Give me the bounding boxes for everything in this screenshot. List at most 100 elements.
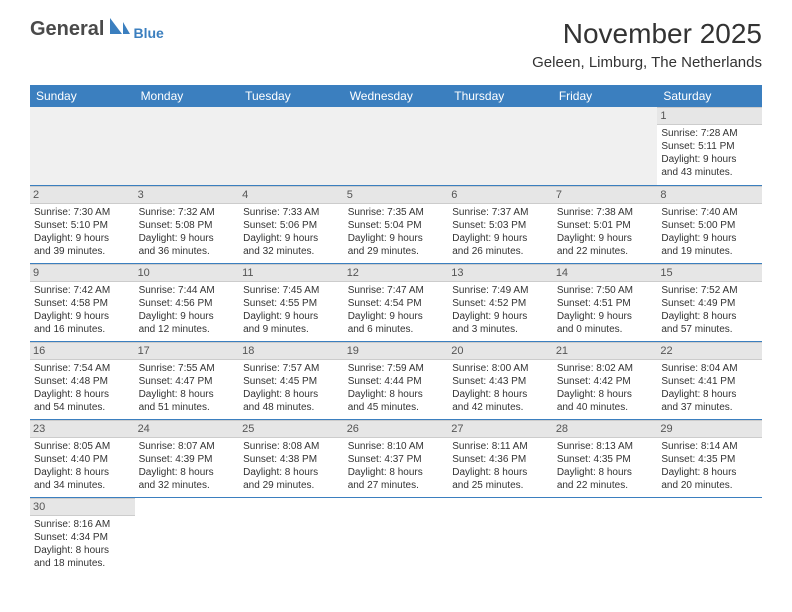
calendar-cell: 26Sunrise: 8:10 AMSunset: 4:37 PMDayligh… (344, 419, 449, 497)
calendar-cell: 9Sunrise: 7:42 AMSunset: 4:58 PMDaylight… (30, 263, 135, 341)
cell-text: Sunset: 4:36 PM (452, 453, 549, 466)
cell-text: Sunset: 4:45 PM (243, 375, 340, 388)
cell-text: and 6 minutes. (348, 323, 445, 336)
calendar-cell: 14Sunrise: 7:50 AMSunset: 4:51 PMDayligh… (553, 263, 658, 341)
cell-text: Daylight: 9 hours (348, 232, 445, 245)
cell-text: Daylight: 9 hours (661, 153, 758, 166)
cell-text: Daylight: 9 hours (139, 232, 236, 245)
calendar-cell: 4Sunrise: 7:33 AMSunset: 5:06 PMDaylight… (239, 185, 344, 263)
cell-text: Sunset: 4:56 PM (139, 297, 236, 310)
cell-text: Sunrise: 8:02 AM (557, 362, 654, 375)
cell-text: and 54 minutes. (34, 401, 131, 414)
logo: General Blue (30, 18, 164, 41)
cell-text: Sunrise: 8:11 AM (452, 440, 549, 453)
calendar-cell (344, 107, 449, 185)
calendar-cell (135, 497, 240, 575)
cell-text: Daylight: 8 hours (243, 466, 340, 479)
day-number: 21 (553, 342, 658, 360)
cell-text: Sunrise: 7:52 AM (661, 284, 758, 297)
cell-text: Sunset: 5:04 PM (348, 219, 445, 232)
weekday-header: Sunday (30, 85, 135, 107)
cell-text: and 43 minutes. (661, 166, 758, 179)
cell-text: and 32 minutes. (243, 245, 340, 258)
cell-text: Sunset: 5:10 PM (34, 219, 131, 232)
cell-text: and 29 minutes. (243, 479, 340, 492)
cell-text: Sunrise: 8:10 AM (348, 440, 445, 453)
cell-text: and 0 minutes. (557, 323, 654, 336)
day-number: 7 (553, 186, 658, 204)
cell-text: Sunrise: 8:07 AM (139, 440, 236, 453)
cell-text: Daylight: 8 hours (348, 466, 445, 479)
cell-text: Sunset: 4:35 PM (557, 453, 654, 466)
calendar-cell: 18Sunrise: 7:57 AMSunset: 4:45 PMDayligh… (239, 341, 344, 419)
cell-text: Sunset: 4:58 PM (34, 297, 131, 310)
cell-text: Sunset: 4:49 PM (661, 297, 758, 310)
day-number: 26 (344, 420, 449, 438)
cell-text: Sunset: 4:38 PM (243, 453, 340, 466)
cell-text: Daylight: 8 hours (661, 388, 758, 401)
cell-text: Sunrise: 7:50 AM (557, 284, 654, 297)
weekday-header: Wednesday (344, 85, 449, 107)
cell-text: Sunset: 4:40 PM (34, 453, 131, 466)
calendar-cell (448, 107, 553, 185)
cell-text: Daylight: 9 hours (34, 310, 131, 323)
cell-text: and 18 minutes. (34, 557, 131, 570)
cell-text: and 16 minutes. (34, 323, 131, 336)
day-number: 12 (344, 264, 449, 282)
cell-text: Daylight: 9 hours (452, 232, 549, 245)
calendar-cell: 15Sunrise: 7:52 AMSunset: 4:49 PMDayligh… (657, 263, 762, 341)
day-number: 15 (657, 264, 762, 282)
cell-text: Sunrise: 8:14 AM (661, 440, 758, 453)
day-number: 13 (448, 264, 553, 282)
day-number: 27 (448, 420, 553, 438)
day-number: 6 (448, 186, 553, 204)
location: Geleen, Limburg, The Netherlands (532, 54, 762, 71)
day-number: 5 (344, 186, 449, 204)
calendar-row: 30Sunrise: 8:16 AMSunset: 4:34 PMDayligh… (30, 497, 762, 575)
calendar-cell: 25Sunrise: 8:08 AMSunset: 4:38 PMDayligh… (239, 419, 344, 497)
calendar-cell: 11Sunrise: 7:45 AMSunset: 4:55 PMDayligh… (239, 263, 344, 341)
cell-text: Sunrise: 8:00 AM (452, 362, 549, 375)
cell-text: and 37 minutes. (661, 401, 758, 414)
weekday-header: Tuesday (239, 85, 344, 107)
calendar-cell (553, 107, 658, 185)
cell-text: Sunrise: 7:35 AM (348, 206, 445, 219)
cell-text: Sunset: 4:39 PM (139, 453, 236, 466)
calendar-row: 23Sunrise: 8:05 AMSunset: 4:40 PMDayligh… (30, 419, 762, 497)
calendar-cell: 13Sunrise: 7:49 AMSunset: 4:52 PMDayligh… (448, 263, 553, 341)
cell-text: Sunrise: 7:54 AM (34, 362, 131, 375)
calendar-cell: 7Sunrise: 7:38 AMSunset: 5:01 PMDaylight… (553, 185, 658, 263)
cell-text: and 20 minutes. (661, 479, 758, 492)
day-number: 20 (448, 342, 553, 360)
cell-text: Daylight: 9 hours (139, 310, 236, 323)
day-number: 19 (344, 342, 449, 360)
calendar-cell: 29Sunrise: 8:14 AMSunset: 4:35 PMDayligh… (657, 419, 762, 497)
weekday-header: Friday (553, 85, 658, 107)
calendar-row: 2Sunrise: 7:30 AMSunset: 5:10 PMDaylight… (30, 185, 762, 263)
cell-text: Sunset: 4:48 PM (34, 375, 131, 388)
cell-text: Sunset: 4:35 PM (661, 453, 758, 466)
cell-text: Sunset: 4:41 PM (661, 375, 758, 388)
calendar-cell (239, 497, 344, 575)
day-number: 10 (135, 264, 240, 282)
cell-text: and 19 minutes. (661, 245, 758, 258)
cell-text: Sunrise: 8:05 AM (34, 440, 131, 453)
cell-text: Sunset: 4:43 PM (452, 375, 549, 388)
cell-text: Sunrise: 7:44 AM (139, 284, 236, 297)
day-number: 11 (239, 264, 344, 282)
cell-text: Sunrise: 7:45 AM (243, 284, 340, 297)
calendar-cell (135, 107, 240, 185)
calendar-cell: 22Sunrise: 8:04 AMSunset: 4:41 PMDayligh… (657, 341, 762, 419)
calendar-row: 16Sunrise: 7:54 AMSunset: 4:48 PMDayligh… (30, 341, 762, 419)
cell-text: Sunset: 5:08 PM (139, 219, 236, 232)
calendar-cell (553, 497, 658, 575)
cell-text: and 25 minutes. (452, 479, 549, 492)
calendar-cell (344, 497, 449, 575)
calendar-cell: 23Sunrise: 8:05 AMSunset: 4:40 PMDayligh… (30, 419, 135, 497)
day-number: 18 (239, 342, 344, 360)
cell-text: and 42 minutes. (452, 401, 549, 414)
cell-text: and 34 minutes. (34, 479, 131, 492)
day-number: 1 (657, 107, 762, 125)
cell-text: Daylight: 8 hours (452, 388, 549, 401)
cell-text: Daylight: 8 hours (139, 388, 236, 401)
